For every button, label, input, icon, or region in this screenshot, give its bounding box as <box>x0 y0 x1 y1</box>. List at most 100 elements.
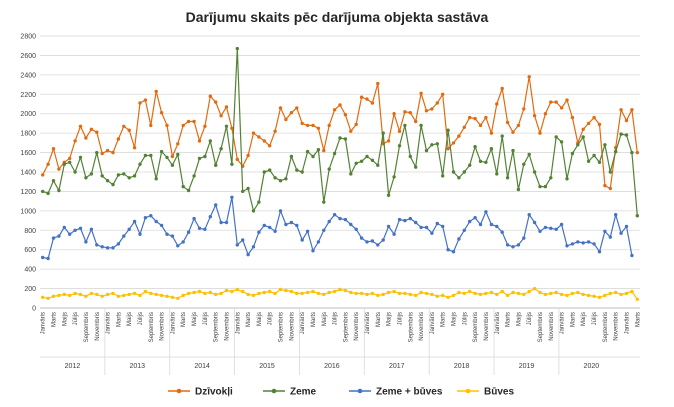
data-point <box>489 290 494 295</box>
data-point <box>235 46 239 51</box>
x-tick-label: Septembris <box>603 312 609 342</box>
data-point <box>181 184 185 189</box>
data-point <box>608 170 612 174</box>
data-point <box>138 232 142 236</box>
data-point <box>630 108 634 112</box>
x-tick-label: Septembris <box>538 312 544 342</box>
data-point <box>332 108 337 112</box>
x-tick-label: Novembris <box>289 312 295 341</box>
data-point <box>576 290 580 295</box>
data-point <box>322 200 326 204</box>
data-point <box>365 154 369 159</box>
data-point <box>289 220 294 225</box>
x-tick-label: Marts <box>246 312 252 327</box>
data-point <box>154 292 158 297</box>
data-point <box>419 225 423 230</box>
x-tick-label: Jūlijs <box>592 312 598 325</box>
data-point <box>84 240 88 244</box>
gridlines <box>40 35 640 309</box>
data-point <box>532 220 537 225</box>
data-point <box>478 222 483 227</box>
data-point <box>446 248 450 252</box>
data-point <box>619 108 623 112</box>
data-point <box>441 92 445 97</box>
data-point <box>73 228 77 232</box>
data-point <box>635 150 639 155</box>
data-point <box>559 222 564 227</box>
data-point <box>214 203 218 207</box>
data-point <box>89 291 94 296</box>
data-point <box>581 127 585 131</box>
data-point <box>170 163 175 167</box>
data-point <box>414 119 418 124</box>
legend-swatch-marker <box>271 388 277 394</box>
year-label: 2016 <box>324 363 340 370</box>
data-point <box>505 293 510 298</box>
x-tick-label: Novembris <box>354 312 360 341</box>
data-point <box>51 294 56 298</box>
x-tick-label: Marts <box>506 312 512 327</box>
data-point <box>419 123 423 128</box>
y-tick-label: 1800 <box>20 131 36 138</box>
data-point <box>149 214 153 218</box>
data-point <box>176 142 180 146</box>
data-point <box>78 292 83 297</box>
data-point <box>132 174 137 178</box>
data-point <box>219 291 223 296</box>
data-point <box>538 229 542 233</box>
data-point <box>468 219 472 224</box>
data-point <box>192 174 196 178</box>
data-point <box>349 290 353 295</box>
data-point <box>203 291 207 296</box>
data-point <box>95 243 99 247</box>
data-point <box>230 126 234 130</box>
data-point <box>359 95 364 99</box>
data-point <box>565 177 569 181</box>
data-point <box>462 170 466 174</box>
data-point <box>624 224 629 229</box>
data-point <box>316 291 321 296</box>
y-tick-label: 1000 <box>20 208 36 215</box>
data-point <box>559 140 564 144</box>
data-point <box>138 101 142 105</box>
data-point <box>143 216 148 220</box>
y-tick-label: 2400 <box>20 72 36 79</box>
chart-title: Darījumu skaits pēc darījuma objekta sas… <box>186 9 489 25</box>
data-point <box>441 174 445 178</box>
data-point <box>473 145 477 149</box>
data-point <box>624 291 629 296</box>
legend-swatch-marker <box>176 388 182 394</box>
data-point <box>224 124 229 128</box>
data-point <box>451 141 456 145</box>
data-point <box>473 291 477 296</box>
data-point <box>419 290 423 295</box>
data-point <box>527 289 531 294</box>
data-point <box>549 176 553 180</box>
data-point <box>208 215 212 219</box>
data-point <box>468 163 472 167</box>
y-tick-label: 0 <box>32 306 36 313</box>
data-point <box>305 290 310 295</box>
data-point <box>614 213 618 217</box>
data-point <box>495 224 499 229</box>
data-point <box>57 293 61 298</box>
data-point <box>122 234 126 238</box>
data-point <box>73 139 77 143</box>
data-point <box>257 291 261 296</box>
data-point <box>284 288 288 293</box>
data-point <box>446 295 450 299</box>
data-point <box>143 98 148 102</box>
data-point <box>354 227 358 231</box>
x-tick-label: Jūlijs <box>397 312 403 325</box>
data-point <box>284 222 288 227</box>
data-point <box>68 232 72 236</box>
data-point <box>203 124 207 128</box>
data-point <box>630 150 634 155</box>
data-point <box>478 292 483 297</box>
data-point <box>511 290 515 295</box>
data-point <box>235 287 239 292</box>
x-tick-label: Janvāris <box>235 312 241 334</box>
data-point <box>111 182 115 187</box>
data-point <box>619 292 623 297</box>
